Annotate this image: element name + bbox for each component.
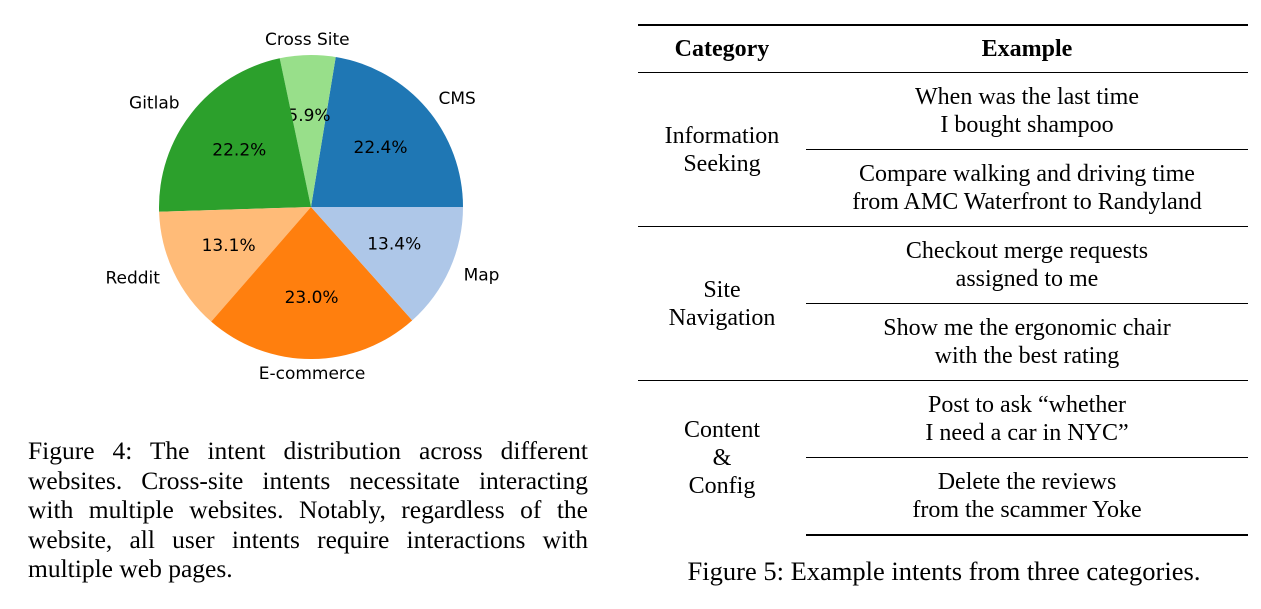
pie-slice-reddit (159, 207, 311, 322)
pie-category-label-reddit: Reddit (105, 269, 160, 289)
pie-slice-gitlab (158, 58, 311, 212)
category-line: Navigation (668, 304, 776, 331)
pie-slice-cms (311, 57, 463, 207)
table-header-row: Category Example (638, 24, 1248, 73)
figure4-caption: Figure 4: The intent distribution across… (28, 436, 588, 583)
pie-slice-cross-site (279, 55, 336, 208)
category-cell-content-config: Content & Config (638, 380, 806, 535)
example-cell: Compare walking and driving time from AM… (806, 149, 1248, 227)
pie-pct-label-map: 13.4% (367, 234, 421, 254)
example-line: I need a car in NYC” (925, 420, 1129, 446)
category-line: Site (703, 276, 741, 303)
pie-pct-label-reddit: 13.1% (202, 236, 256, 256)
example-line: Delete the reviews (937, 469, 1117, 495)
pie-slice-map (311, 207, 463, 321)
pie-pct-label-gitlab: 22.2% (212, 141, 266, 161)
table-row: Site Navigation Checkout merge requests … (638, 226, 1248, 381)
category-line: Information (664, 122, 780, 149)
example-cell: Post to ask “whether I need a car in NYC… (806, 380, 1248, 458)
pie-category-label-map: Map (464, 265, 500, 285)
table-row: Delete the reviews from the scammer Yoke (638, 457, 1248, 536)
example-line: from the scammer Yoke (912, 497, 1142, 523)
example-line: from AMC Waterfront to Randyland (852, 189, 1202, 215)
header-category: Category (638, 24, 806, 73)
table-row: Show me the ergonomic chair with the bes… (638, 303, 1248, 381)
example-cell: When was the last time I bought shampoo (806, 72, 1248, 150)
pie-pct-label-e-commerce: 23.0% (285, 288, 339, 308)
category-line: Seeking (683, 150, 761, 177)
pie-category-label-cross-site: Cross Site (265, 30, 350, 50)
figure5-caption: Figure 5: Example intents from three cat… (687, 556, 1201, 586)
category-line: Config (688, 473, 756, 499)
pie-pct-label-cross-site: 5.9% (287, 106, 330, 126)
table-row: Information Seeking When was the last ti… (638, 72, 1248, 227)
pie-slice-e-commerce (211, 207, 413, 360)
example-line: When was the last time (915, 84, 1139, 110)
pie-pct-label-cms: 22.4% (354, 138, 408, 158)
figure4-pie-chart: 22.4% CMS 5.9% Cross Site 22.2% Gitlab 13.1% Re… (0, 0, 600, 420)
example-line: Checkout merge requests (905, 238, 1149, 264)
category-cell-information-seeking: Information Seeking (638, 72, 806, 227)
example-line: with the best rating (934, 343, 1120, 369)
example-cell: Delete the reviews from the scammer Yoke (806, 457, 1248, 536)
category-line: Content (684, 417, 760, 443)
example-line: Show me the ergonomic chair (883, 315, 1171, 341)
pie-category-label-e-commerce: E-commerce (259, 364, 366, 384)
header-example: Example (806, 24, 1248, 73)
category-cell-site-navigation: Site Navigation (638, 226, 806, 381)
example-line: Compare walking and driving time (859, 161, 1195, 187)
figure5-example-table: Category Example Information Seeking Whe… (638, 24, 1248, 536)
example-line: I bought shampoo (940, 112, 1114, 138)
example-cell: Checkout merge requests assigned to me (806, 226, 1248, 304)
table-row: Content & Config Post to ask “whether I … (638, 380, 1248, 535)
pie-category-label-cms: CMS (438, 89, 475, 109)
example-line: assigned to me (955, 266, 1099, 292)
category-line: & (712, 445, 732, 471)
table-row: Compare walking and driving time from AM… (638, 149, 1248, 227)
example-line: Post to ask “whether (928, 392, 1126, 418)
example-cell: Show me the ergonomic chair with the bes… (806, 303, 1248, 381)
pie-chart-svg: 22.4% CMS 5.9% Cross Site 22.2% Gitlab 13.1% Re… (105, 30, 500, 384)
pie-category-label-gitlab: Gitlab (129, 94, 180, 114)
